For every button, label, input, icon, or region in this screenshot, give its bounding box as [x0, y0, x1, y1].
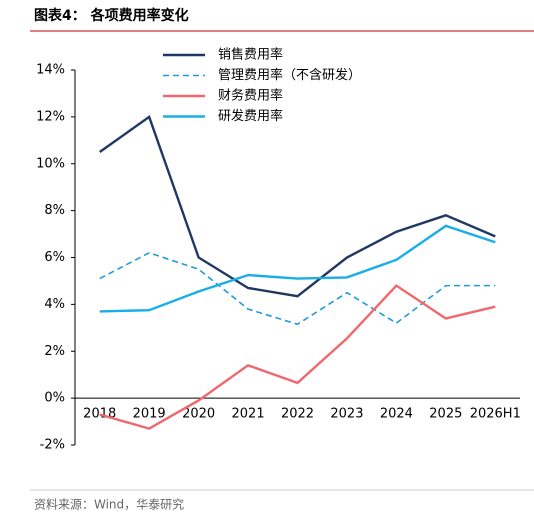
x-tick-label: 2018 — [83, 407, 116, 422]
y-tick-label: 2% — [44, 344, 65, 359]
legend-label: 研发费用率 — [218, 108, 283, 124]
y-tick-label: 6% — [44, 250, 65, 265]
series-line — [99, 284, 496, 430]
legend-label: 管理费用率（不含研发） — [218, 67, 361, 83]
legend-label: 财务费用率 — [218, 88, 283, 104]
x-tick-label: 2026H1 — [470, 407, 521, 422]
x-tick-label: 2019 — [133, 407, 166, 422]
y-tick-label: 10% — [36, 156, 65, 171]
x-tick-label: 2024 — [380, 407, 413, 422]
x-tick-label: 2021 — [232, 407, 265, 422]
series-line — [99, 114, 496, 298]
series-line — [99, 224, 496, 313]
y-tick-label: 12% — [36, 109, 65, 124]
x-tick-label: 2020 — [182, 407, 215, 422]
legend-label: 销售费用率 — [218, 47, 283, 63]
y-tick-label: 8% — [44, 203, 65, 218]
y-tick-label: 4% — [44, 297, 65, 312]
series-line — [99, 251, 496, 326]
y-tick-label: -2% — [40, 438, 65, 453]
y-tick-label: 0% — [44, 391, 65, 406]
source-note: 资料来源：Wind，华泰研究 — [34, 497, 184, 512]
y-tick-label: 14% — [36, 63, 65, 78]
x-tick-label: 2022 — [281, 407, 314, 422]
x-tick-label: 2025 — [429, 407, 462, 422]
chart-title: 图表4： 各项费用率变化 — [34, 7, 189, 24]
x-tick-label: 2023 — [330, 407, 363, 422]
